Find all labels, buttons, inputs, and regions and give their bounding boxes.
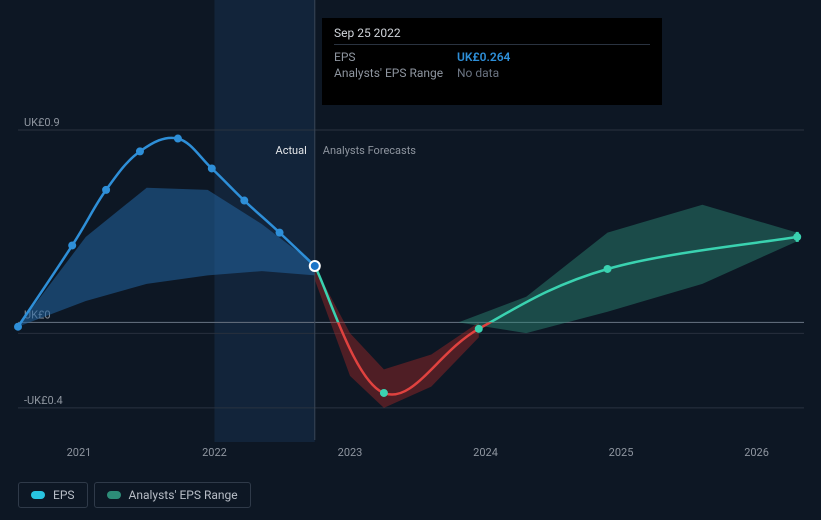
eps-chart-container: UK£0.9UK£0-UK£0.4ActualAnalysts Forecast… [0, 0, 821, 520]
x-tick-label: 2023 [338, 446, 363, 459]
eps-marker[interactable] [14, 323, 22, 331]
chart-tooltip: Sep 25 2022 EPSUK£0.264Analysts' EPS Ran… [322, 18, 662, 105]
legend-label: Analysts' EPS Range [129, 488, 238, 502]
legend-item[interactable]: Analysts' EPS Range [94, 482, 251, 508]
x-tick-label: 2024 [473, 446, 498, 459]
eps-marker[interactable] [240, 197, 248, 205]
tooltip-date: Sep 25 2022 [334, 26, 650, 45]
actual-label: Actual [276, 144, 307, 157]
eps-marker[interactable] [276, 229, 284, 237]
y-tick-label: -UK£0.4 [24, 394, 63, 407]
x-tick-label: 2025 [609, 446, 634, 459]
eps-forecast-marker[interactable] [475, 325, 483, 333]
tooltip-row-value: No data [449, 65, 650, 81]
legend-swatch [31, 491, 45, 499]
eps-marker[interactable] [102, 186, 110, 194]
chart-legend: EPS Analysts' EPS Range [18, 482, 251, 508]
eps-marker[interactable] [208, 164, 216, 172]
legend-swatch [107, 491, 121, 499]
x-tick-label: 2026 [744, 446, 769, 459]
eps-marker[interactable] [136, 147, 144, 155]
x-tick-label: 2021 [67, 446, 92, 459]
x-tick-label: 2022 [202, 446, 227, 459]
forecast-label: Analysts Forecasts [323, 144, 417, 157]
range-band [315, 267, 479, 408]
y-tick-label: UK£0.9 [24, 116, 60, 129]
tooltip-row-label: EPS [334, 49, 449, 65]
eps-highlight-marker[interactable] [310, 261, 320, 271]
eps-forecast-marker[interactable] [380, 389, 388, 397]
tooltip-row-value: UK£0.264 [449, 49, 650, 65]
eps-marker[interactable] [68, 241, 76, 249]
legend-label: EPS [53, 488, 75, 502]
range-band [458, 205, 797, 333]
tooltip-row: EPSUK£0.264 [334, 49, 650, 65]
tooltip-row-label: Analysts' EPS Range [334, 65, 449, 81]
legend-item[interactable]: EPS [18, 482, 88, 508]
eps-forecast-marker[interactable] [604, 265, 612, 273]
tooltip-row: Analysts' EPS RangeNo data [334, 65, 650, 81]
eps-marker[interactable] [174, 135, 182, 143]
